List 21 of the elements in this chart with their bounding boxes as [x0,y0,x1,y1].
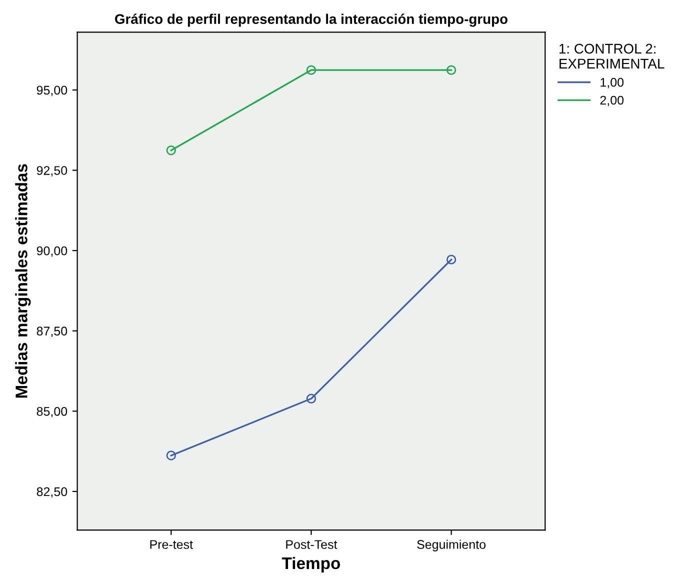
y-tick-label: 90,00 [36,246,68,257]
y-tick-label: 87,50 [36,326,68,338]
x-tick-label: Seguimiento [417,540,486,552]
point [446,65,456,75]
point [446,254,456,264]
legend-label: 1,00 [600,78,624,88]
point [306,65,316,75]
y-axis-title: Medias marginales estimadas [15,164,31,398]
chart-title: Gráfico de perfil representando la interacción tiempo-grupo [115,14,508,27]
x-axis-title: Tiempo [282,556,340,572]
legend-title: 1: CONTROL 2: EXPERIMENTAL [560,44,664,68]
legend-label: 2,00 [600,96,624,106]
y-tick-label: 95,00 [36,86,68,96]
x-tick-label: Pre-test [150,540,193,549]
x-tick-label: Post-Test [286,540,338,549]
point [306,394,316,404]
y-tick-label: 82,50 [36,487,68,498]
point [166,450,176,460]
y-tick-label: 92,50 [36,166,68,176]
point [166,146,176,156]
y-tick-label: 85,00 [36,406,68,418]
